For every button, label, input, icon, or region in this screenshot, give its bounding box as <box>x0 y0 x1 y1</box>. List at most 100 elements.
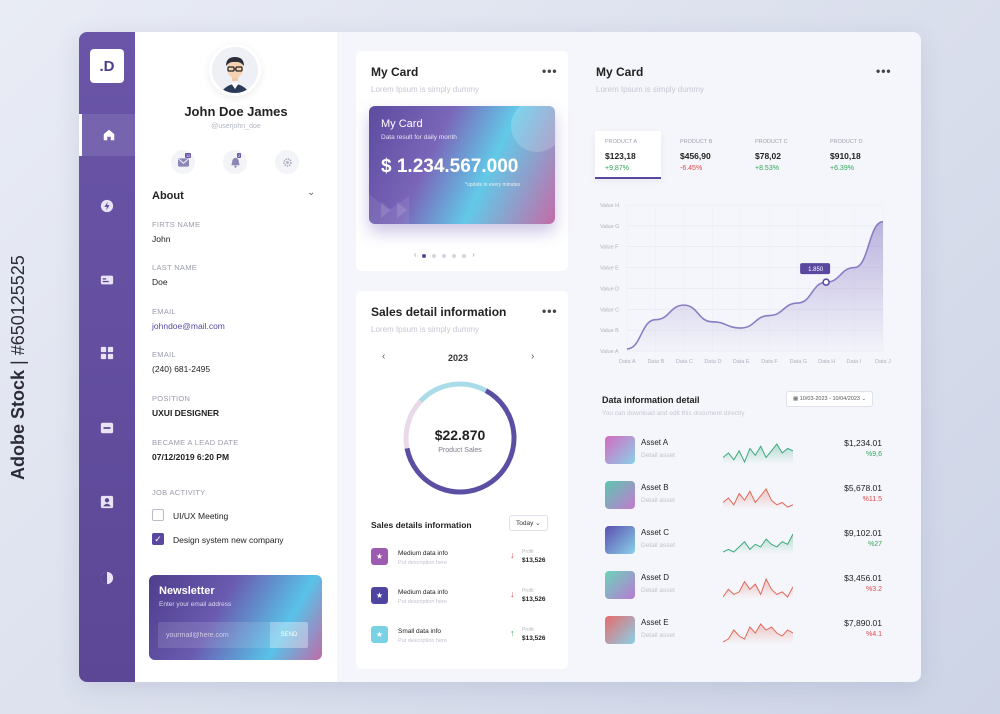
nav-inbox[interactable] <box>79 407 135 449</box>
sales-subtitle: Lorem Ipsum is simply dummy <box>371 325 480 334</box>
gear-icon <box>282 157 292 167</box>
profile-panel: John Doe James @userjohn_doe 12 2 About … <box>135 32 337 682</box>
pager-dot[interactable] <box>442 253 447 258</box>
settings-button[interactable] <box>275 150 299 174</box>
pager-prev-icon[interactable]: ‹ <box>414 252 417 259</box>
product-tab[interactable]: PRODUCT B $456,90 -6.45% <box>670 131 736 179</box>
date-range-picker[interactable]: ▦ 10/03-2023 - 10/04/2023 ⌄ <box>786 391 874 407</box>
product-tab[interactable]: PRODUCT A $123,18 +9,87% <box>595 131 661 179</box>
sales-item-description: Put description here <box>398 560 447 566</box>
avatar[interactable] <box>209 44 261 96</box>
credit-card-title: My Card <box>381 118 423 130</box>
asset-detail-label: Detail asset <box>641 632 675 639</box>
asset-name[interactable]: Asset B <box>641 483 669 492</box>
sales-item-value: $13,526 <box>522 635 546 642</box>
year-prev-icon[interactable]: ‹ <box>382 351 386 362</box>
more-menu-button[interactable]: ••• <box>542 304 558 318</box>
newsletter-send-button[interactable]: SEND <box>270 622 308 648</box>
about-heading: About <box>152 190 184 202</box>
watermark-id: Adobe Stock | #650125525 <box>8 255 28 480</box>
chevron-down-icon[interactable]: ⌄ <box>307 187 316 198</box>
job-activity-label: JOB ACTIVITY <box>152 488 206 497</box>
sales-item-profit-label: Profit <box>522 627 534 633</box>
bell-badge: 2 <box>237 153 242 158</box>
x-tick-label: Data D <box>704 359 721 365</box>
x-tick-label: Data C <box>676 359 693 365</box>
nav-cards[interactable] <box>79 259 135 301</box>
today-filter-select[interactable]: Today ⌄ <box>509 515 548 531</box>
highlight-point[interactable] <box>822 278 830 286</box>
nav-rail: .D <box>79 32 135 682</box>
product-price: $78,02 <box>755 151 781 161</box>
product-chart-panel: My Card Lorem Ipsum is simply dummy ••• … <box>587 51 902 378</box>
more-menu-button[interactable]: ••• <box>876 64 892 78</box>
sparkline-line <box>723 533 793 553</box>
nav-home[interactable] <box>79 114 135 156</box>
phone-value: (240) 681-2495 <box>152 364 211 374</box>
contact-icon <box>100 495 114 509</box>
product-tab[interactable]: PRODUCT D $910,18 +6.39% <box>820 131 886 179</box>
x-tick-label: Data F <box>761 359 778 365</box>
pager-dot[interactable] <box>432 253 437 258</box>
credit-card-note: *update in every minutes <box>465 182 521 188</box>
sparkline-fill <box>723 534 793 554</box>
donut-segment <box>418 381 488 403</box>
card-title: My Card <box>371 65 419 79</box>
x-tick-label: Data I <box>847 359 862 365</box>
newsletter-title: Newsletter <box>159 585 215 597</box>
email-link[interactable]: johndoe@mail.com <box>152 321 225 331</box>
sales-item-profit-label: Profit <box>522 549 534 555</box>
chart-tooltip-value: 1.850 <box>808 267 824 273</box>
asset-change: %4.1 <box>866 631 882 638</box>
contrast-icon <box>100 571 114 585</box>
sales-item-star-icon: ★ <box>371 548 388 565</box>
pager-dot[interactable] <box>422 253 427 258</box>
asset-thumbnail <box>605 616 635 644</box>
bolt-icon <box>100 199 114 213</box>
asset-sparkline <box>723 488 793 509</box>
sales-item-star-icon: ★ <box>371 626 388 643</box>
more-menu-button[interactable]: ••• <box>542 64 558 78</box>
credit-card-shapes <box>369 106 555 224</box>
data-info-title: Data information detail <box>602 395 700 405</box>
sparkline-line <box>723 623 793 643</box>
newsletter-email-input[interactable] <box>158 622 270 648</box>
y-tick-label: Value D <box>600 286 619 292</box>
asset-name[interactable]: Asset A <box>641 438 669 447</box>
chart-card-subtitle: Lorem Ipsum is simply dummy <box>596 85 705 94</box>
asset-name[interactable]: Asset D <box>641 573 670 582</box>
y-tick-label: Value G <box>600 224 619 230</box>
product-tab[interactable]: PRODUCT C $78,02 +8.53% <box>745 131 811 179</box>
asset-name[interactable]: Asset C <box>641 528 670 537</box>
donut-segment <box>403 399 423 449</box>
mail-icon <box>177 157 189 167</box>
asset-name[interactable]: Asset E <box>641 618 669 627</box>
job-checkbox-1[interactable] <box>152 509 164 521</box>
sales-title: Sales detail information <box>371 305 507 319</box>
nav-contacts[interactable] <box>79 481 135 523</box>
pager-dot[interactable] <box>452 253 457 258</box>
credit-card[interactable]: My Card Data result for daily month $ 1.… <box>369 106 555 224</box>
home-icon <box>103 129 114 141</box>
messages-button[interactable]: 12 <box>171 150 195 174</box>
nav-theme[interactable] <box>79 557 135 599</box>
notifications-button[interactable]: 2 <box>223 150 247 174</box>
year-next-icon[interactable]: › <box>531 351 535 362</box>
product-area-chart: Value A Value B Value C Value D Value E Value… <box>600 203 891 365</box>
sales-item-name: Small data info <box>398 628 441 635</box>
product-price: $456,90 <box>680 151 711 161</box>
x-tick-label: Data J <box>875 359 891 365</box>
nav-widgets[interactable] <box>79 332 135 374</box>
nav-activity[interactable] <box>79 185 135 227</box>
job-checkbox-2[interactable]: ✓ <box>152 533 164 545</box>
my-card-panel: My Card Lorem Ipsum is simply dummy ••• … <box>356 51 568 271</box>
sparkline-line <box>723 488 793 508</box>
pager-dot[interactable] <box>462 253 467 258</box>
app-logo[interactable]: .D <box>90 49 124 83</box>
arrow-up-icon: ↑ <box>510 628 515 638</box>
today-filter-label: Today <box>516 520 534 527</box>
product-name: PRODUCT D <box>830 139 863 145</box>
asset-detail-label: Detail asset <box>641 587 675 594</box>
pager-next-icon[interactable]: › <box>472 252 475 259</box>
sales-item-value: $13,526 <box>522 596 546 603</box>
